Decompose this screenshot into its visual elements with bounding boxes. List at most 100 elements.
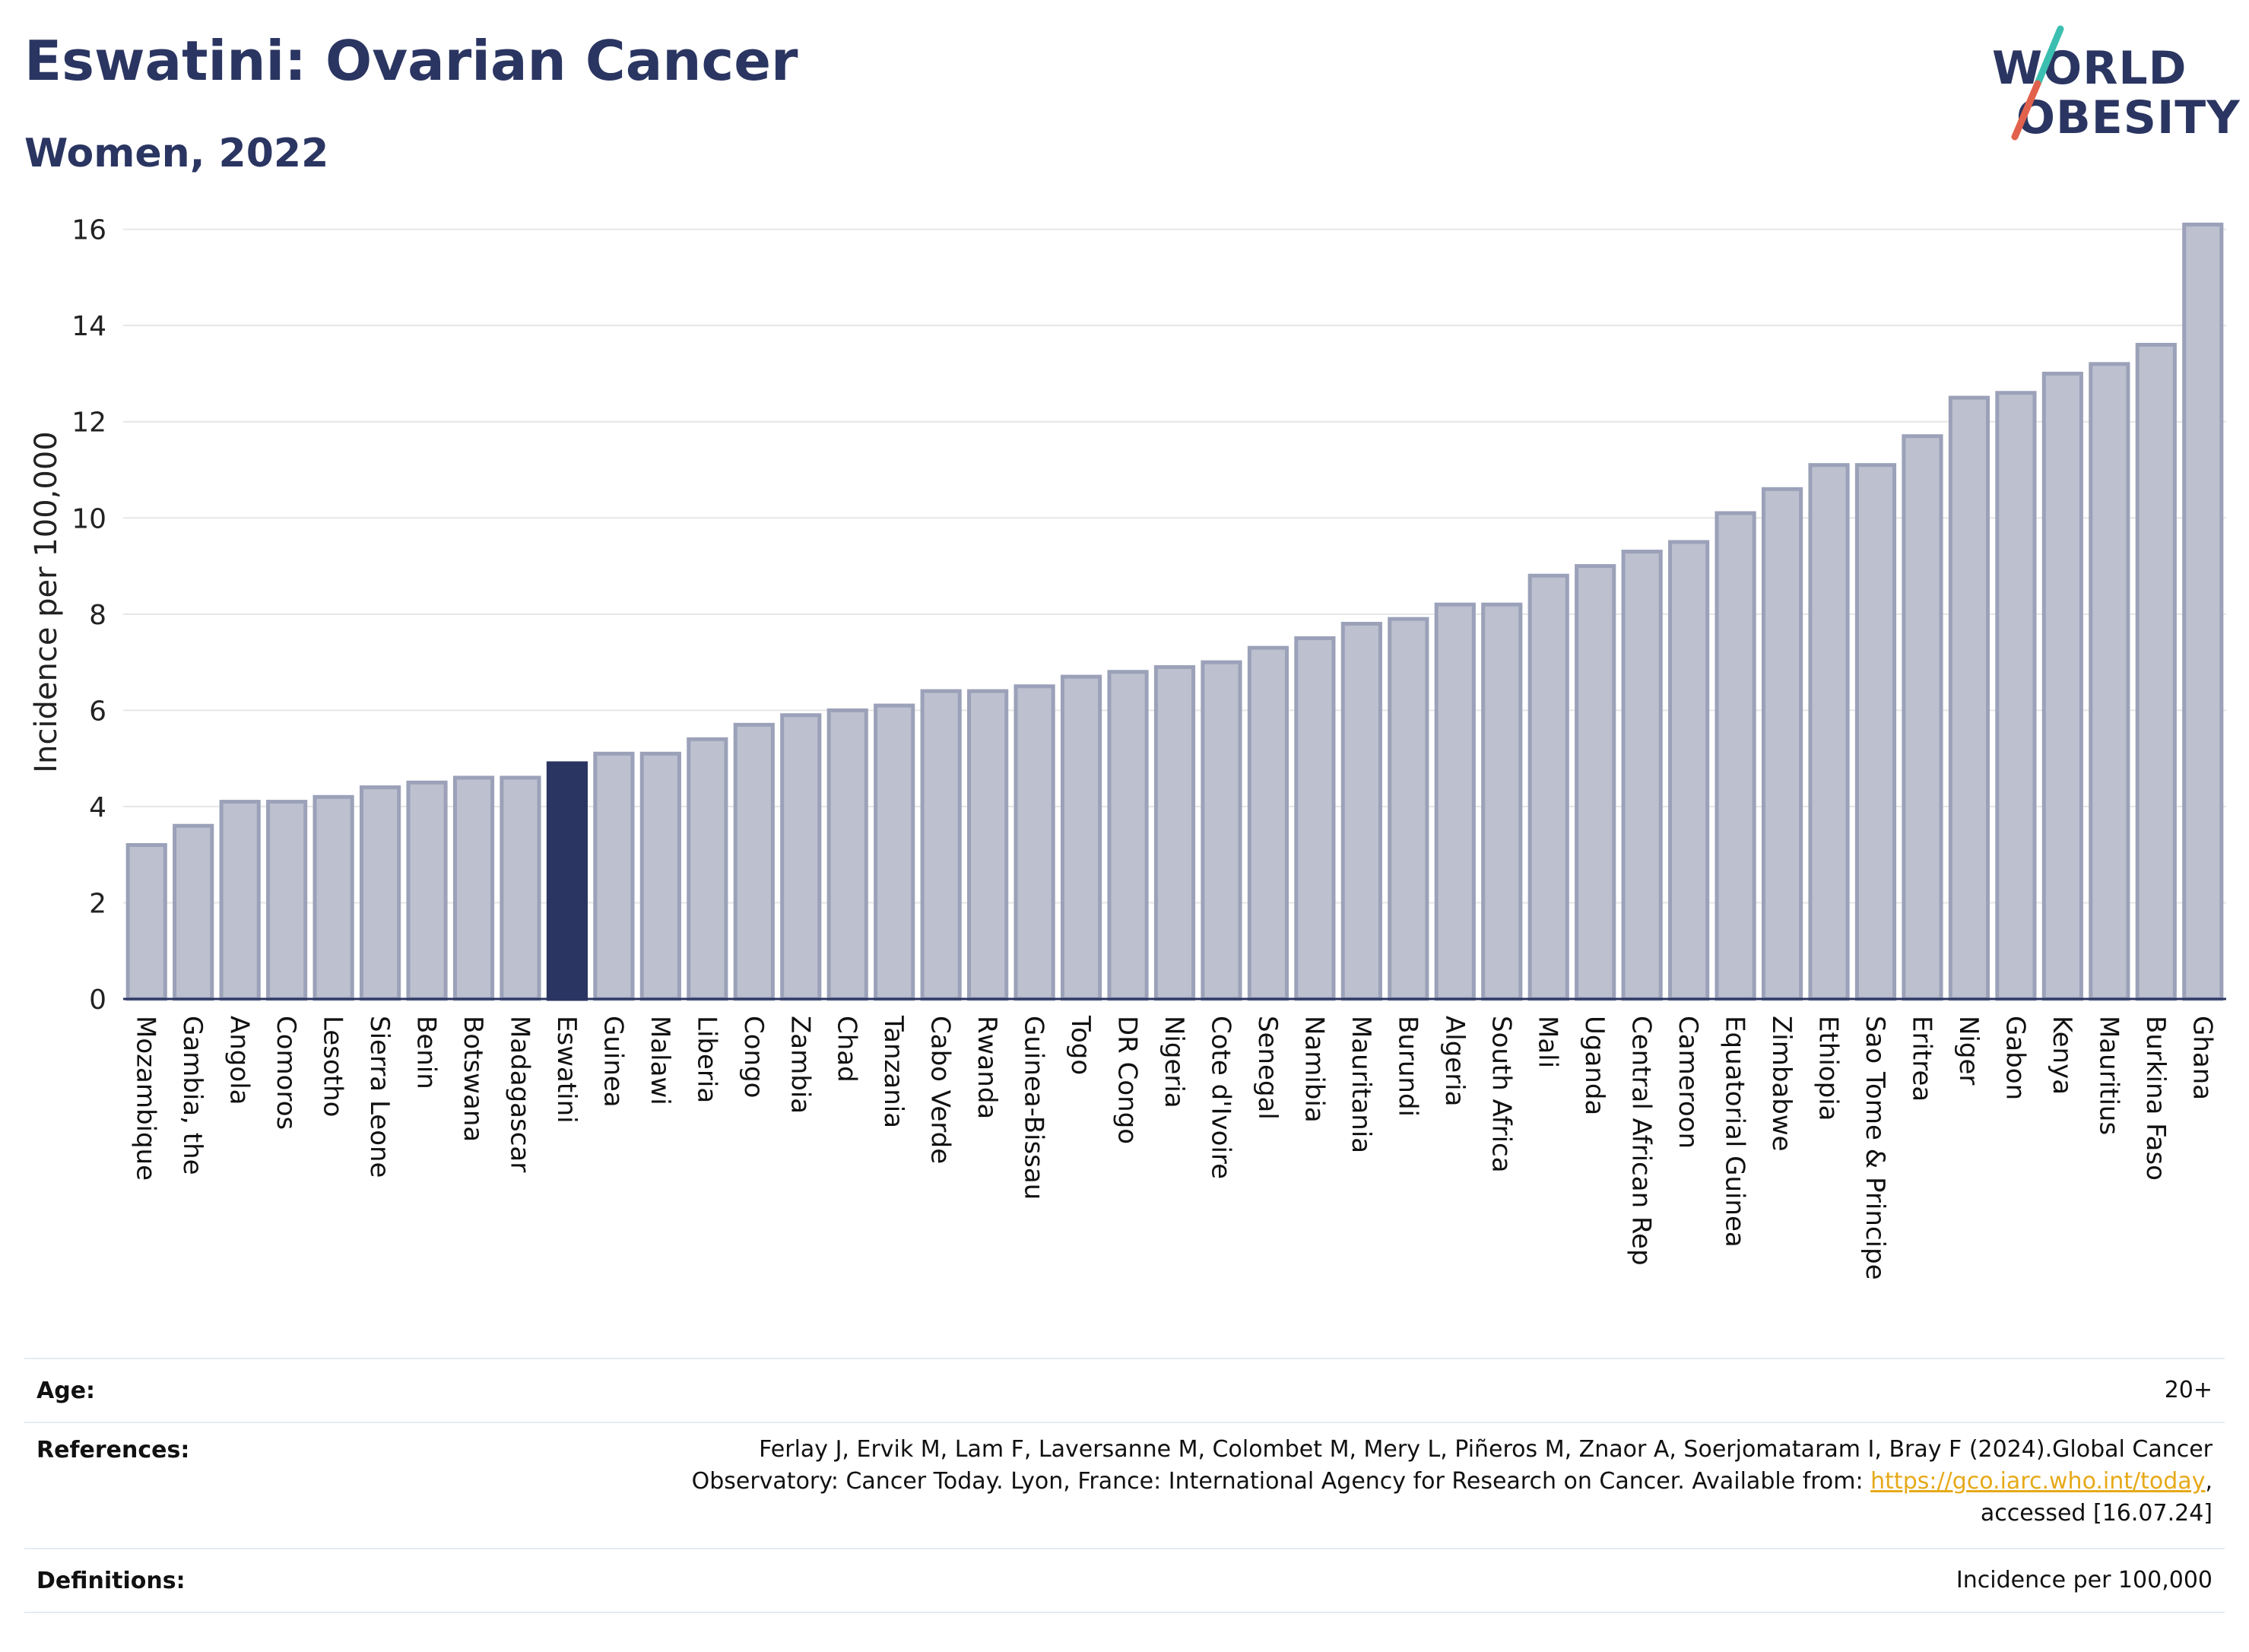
x-tick-label: Guinea [598, 1016, 628, 1108]
x-tick-label: South Africa [1486, 1016, 1516, 1173]
bar [1761, 487, 1803, 1001]
bar [1013, 684, 1055, 1001]
bar [733, 722, 775, 1001]
bar [1201, 660, 1242, 1001]
x-tick-label: Gambia, the [177, 1016, 208, 1175]
bar [500, 775, 541, 1001]
y-axis-title: Incidence per 100,000 [29, 431, 64, 773]
bar [2041, 371, 2083, 1001]
logo-text-line1: WORLD [1992, 42, 2187, 95]
x-tick-label: Sao Tome & Principe [1860, 1016, 1890, 1280]
y-tick-label: 0 [89, 985, 106, 1016]
chart-title: Eswatini: Ovarian Cancer [24, 29, 798, 93]
x-tick-label: Comoros [271, 1016, 301, 1130]
bar [687, 737, 728, 1001]
age-value: 20+ [2164, 1377, 2213, 1403]
x-tick-label: Namibia [1299, 1016, 1329, 1123]
bar [826, 708, 868, 1001]
bar [1340, 621, 1382, 1001]
bar [1060, 674, 1102, 1001]
x-tick-label: Angola [224, 1016, 255, 1105]
x-tick-label: Malawi [645, 1016, 675, 1105]
bar [1107, 670, 1149, 1001]
y-tick-label: 2 [89, 888, 106, 919]
x-tick-label: Nigeria [1159, 1016, 1189, 1108]
x-tick-label: Kenya [2047, 1016, 2077, 1095]
definitions-label: Definitions: [36, 1567, 186, 1594]
bar [1948, 395, 1990, 1001]
x-tick-label: Zimbabwe [1766, 1016, 1797, 1152]
x-tick-label: Gabon [2000, 1016, 2030, 1100]
x-tick-label: Chad [832, 1016, 862, 1083]
x-tick-label: Rwanda [972, 1016, 1002, 1119]
references-label: References: [36, 1437, 190, 1463]
bar [1995, 391, 2037, 1001]
x-tick-label: Sierra Leone [364, 1016, 395, 1178]
x-tick-label: Burundi [1392, 1016, 1423, 1117]
bar [1481, 602, 1523, 1001]
bar [1902, 434, 1943, 1001]
y-tick-label: 10 [71, 503, 106, 534]
x-tick-label: Botswana [458, 1016, 488, 1142]
bar [266, 800, 308, 1001]
bar [780, 713, 822, 1001]
x-tick-label: Algeria [1439, 1016, 1470, 1106]
bar [639, 751, 681, 1001]
bar [593, 751, 635, 1001]
y-tick-label: 8 [89, 600, 106, 631]
x-tick-label: Ghana [2187, 1016, 2217, 1100]
x-tick-label: Mozambique [131, 1016, 161, 1181]
references-line-2-text: Observatory: Cancer Today. Lyon, France:… [691, 1468, 1871, 1495]
x-tick-label: Mauritania [1346, 1016, 1376, 1153]
x-tick-label: Guinea-Bissau [1019, 1016, 1049, 1200]
x-tick-label: Senegal [1252, 1016, 1283, 1120]
bar [173, 823, 214, 1001]
bar [967, 689, 1009, 1001]
footer-row-age: Age: 20+ [24, 1358, 2225, 1422]
bar [546, 761, 588, 1001]
x-tick-label: Eritrea [1906, 1016, 1937, 1102]
bar [125, 843, 167, 1001]
logo-slash-icon [2011, 25, 2064, 141]
bar [312, 794, 354, 1001]
references-link[interactable]: https://gco.iarc.who.int/today [1870, 1468, 2206, 1495]
x-tick-label: Benin [411, 1016, 442, 1089]
bar [1294, 636, 1336, 1001]
y-tick-label: 12 [71, 407, 106, 439]
bar [2089, 362, 2130, 1001]
bar [1575, 564, 1616, 1001]
x-tick-label: Equatorial Guinea [1720, 1016, 1750, 1248]
bar [406, 780, 448, 1001]
chart-subtitle: Women, 2022 [24, 131, 329, 176]
x-tick-label: Burkina Faso [2140, 1016, 2171, 1181]
bar [1527, 573, 1569, 1001]
x-tick-label: Lesotho [318, 1016, 348, 1117]
x-tick-label: Cabo Verde [925, 1016, 956, 1164]
bar [1854, 463, 1897, 1001]
definitions-value: Incidence per 100,000 [1956, 1567, 2213, 1593]
bar [1621, 550, 1663, 1001]
x-tick-label: Zambia [785, 1016, 815, 1114]
x-tick-label: Madagascar [504, 1016, 534, 1172]
x-tick-label: Mali [1533, 1016, 1563, 1068]
logo-text-line2: OBESITY [2016, 91, 2241, 144]
bar [1668, 540, 1710, 1001]
references-line-2-comma: , [2205, 1468, 2213, 1495]
bar [2135, 342, 2177, 1001]
bar [219, 800, 261, 1001]
world-obesity-logo: WORLD OBESITY [1984, 23, 2240, 160]
x-tick-label: Congo [738, 1016, 769, 1098]
y-tick-label: 6 [89, 696, 106, 727]
references-text: Ferlay J, Ervik M, Lam F, Laversanne M, … [692, 1434, 2213, 1530]
bar [1247, 645, 1289, 1001]
x-tick-label: Mauritius [2093, 1016, 2124, 1135]
references-line-3: accessed [16.07.24] [1980, 1500, 2213, 1527]
x-tick-label: Tanzania [878, 1015, 909, 1128]
references-line-2: Observatory: Cancer Today. Lyon, France:… [692, 1466, 2213, 1498]
bar-chart: 0 2 4 6 8 10 12 14 16 Incidence per 100,000 Mozamb… [29, 215, 2226, 1280]
x-tick-label: Liberia [691, 1016, 722, 1103]
bar [1434, 602, 1476, 1001]
chart-area: 0 2 4 6 8 10 12 14 16 Incidence per 100,000 Mozamb… [0, 175, 2249, 1361]
x-tick-label: Niger [1953, 1016, 1984, 1085]
x-tick-label: Ethiopia [1813, 1016, 1844, 1121]
